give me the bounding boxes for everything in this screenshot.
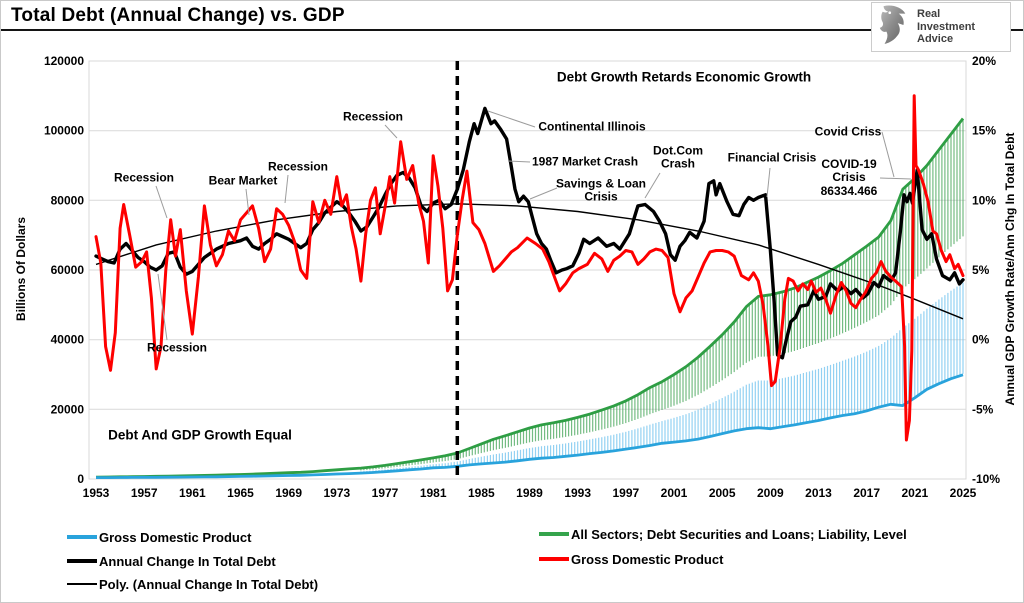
annotation-banner-bottom: Debt And GDP Growth Equal [108, 427, 292, 443]
x-tick-label: 2025 [950, 486, 977, 500]
left-tick-label: 0 [77, 472, 84, 486]
legend-swatch [67, 535, 97, 539]
left-tick-label: 120000 [44, 54, 84, 68]
x-tick-label: 2005 [709, 486, 736, 500]
leader-line-recession-4 [157, 273, 168, 341]
x-tick-label: 1997 [612, 486, 639, 500]
annotation-recession-1: Recession [113, 170, 175, 185]
leader-line-market-crash-1987 [507, 160, 531, 163]
annotation-banner-top: Debt Growth Retards Economic Growth [556, 69, 812, 85]
legend-swatch [539, 557, 569, 561]
x-tick-label: 1989 [516, 486, 543, 500]
brand-line-2: Investment [917, 20, 976, 33]
legend-item: Gross Domestic Product [67, 529, 251, 545]
legend-swatch [67, 559, 97, 563]
brand-line-3: Advice [917, 33, 954, 46]
brand-text: Real Investment Advice [917, 8, 975, 46]
leader-line-recession-3 [384, 124, 398, 139]
x-tick-label: 1993 [564, 486, 591, 500]
legend-swatch [539, 532, 569, 536]
legend-swatch [67, 583, 97, 585]
annotation-covid19-crisis: COVID-19 Crisis 86334.466 [820, 156, 878, 198]
left-tick-label: 80000 [51, 193, 85, 207]
x-tick-label: 1957 [131, 486, 158, 500]
legend-item: Poly. (Annual Change In Total Debt) [67, 576, 318, 592]
title-rule [1, 29, 1023, 31]
x-tick-label: 2017 [853, 486, 880, 500]
brand-line-1: Real [917, 8, 941, 21]
right-axis-title: Annual GDP Growth Rate/Ann Chg In Total … [1003, 132, 1017, 406]
leader-line-dotcom-crash [644, 172, 661, 199]
annotation-financial-crisis: Financial Crisis [727, 150, 817, 165]
x-tick-label: 1985 [468, 486, 495, 500]
right-tick-label: 10% [972, 193, 996, 207]
legend-label: Poly. (Annual Change In Total Debt) [99, 576, 319, 592]
x-tick-label: 1965 [227, 486, 254, 500]
x-tick-label: 1977 [372, 486, 399, 500]
brand-logo: Real Investment Advice [871, 2, 1011, 52]
left-tick-label: 20000 [51, 402, 85, 416]
legend-label: Gross Domestic Product [571, 551, 724, 567]
x-tick-label: 2021 [901, 486, 928, 500]
right-tick-label: 20% [972, 54, 996, 68]
annotation-dotcom-crash: Dot.Com Crash [653, 143, 703, 171]
right-tick-label: -10% [972, 472, 1000, 486]
right-tick-label: 5% [972, 263, 990, 277]
leader-line-financial-crisis [766, 167, 771, 198]
x-tick-label: 1953 [83, 486, 110, 500]
x-tick-label: 1969 [275, 486, 302, 500]
leader-line-recession-1 [155, 185, 168, 219]
legend-label: Gross Domestic Product [99, 529, 252, 545]
right-tick-label: 0% [972, 333, 990, 347]
series-debt-level [95, 117, 965, 479]
series-debt-change [94, 106, 965, 360]
annotation-covid-criss: Covid Criss [814, 124, 882, 139]
legend-item: Gross Domestic Product [539, 551, 723, 567]
annotation-recession-2: Recession [267, 159, 329, 174]
leader-line-recession-2 [284, 174, 289, 204]
series-gdp-level [96, 373, 964, 480]
x-tick-label: 1973 [323, 486, 350, 500]
left-tick-label: 60000 [51, 263, 85, 277]
leader-line-covid19-crisis [879, 177, 912, 180]
leader-line-continental-illinois [487, 110, 536, 128]
eagle-icon [877, 3, 911, 52]
leader-line-savings-loan-crisis [529, 187, 558, 200]
legend-item: Annual Change In Total Debt [67, 553, 276, 569]
annotation-bear-market: Bear Market [208, 173, 278, 188]
x-tick-label: 2009 [757, 486, 784, 500]
right-tick-label: -5% [972, 402, 994, 416]
annotation-recession-3: Recession [342, 109, 404, 124]
left-tick-label: 100000 [44, 124, 84, 138]
annotation-recession-4: Recession [146, 340, 208, 355]
x-tick-label: 2001 [661, 486, 688, 500]
x-tick-label: 1961 [179, 486, 206, 500]
leader-line-covid-criss [881, 131, 895, 178]
legend-label: All Sectors; Debt Securities and Loans; … [571, 526, 907, 542]
legend-item: All Sectors; Debt Securities and Loans; … [539, 526, 907, 542]
x-tick-label: 1981 [420, 486, 447, 500]
chart-title: Total Debt (Annual Change) vs. GDP [11, 5, 345, 26]
annotation-continental-illinois: Continental Illinois [538, 119, 646, 134]
right-tick-label: 15% [972, 124, 996, 138]
annotation-market-crash-1987: 1987 Market Crash [531, 154, 639, 169]
leader-line-bear-market [245, 188, 250, 216]
series-gdp-growth [94, 94, 965, 442]
annotation-savings-loan-crisis: Savings & Loan Crisis [555, 176, 647, 204]
legend-label: Annual Change In Total Debt [99, 553, 276, 569]
left-axis-title: Billions Of Dollars [14, 217, 28, 322]
series-poly-trend [95, 203, 964, 320]
x-tick-label: 2013 [805, 486, 832, 500]
left-tick-label: 40000 [51, 333, 85, 347]
